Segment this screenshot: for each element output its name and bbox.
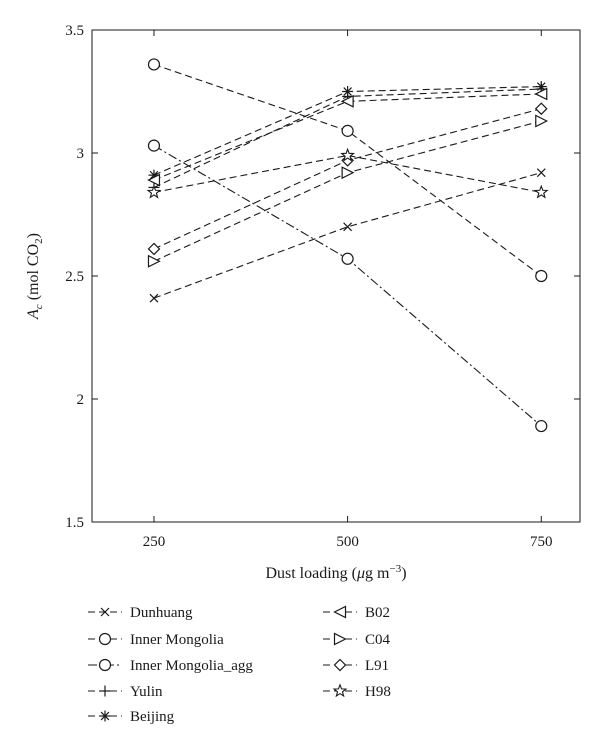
data-point <box>340 94 354 108</box>
series-h98 <box>146 147 549 199</box>
series-line <box>153 120 542 262</box>
legend-label: Dunhuang <box>130 605 193 621</box>
data-point <box>535 81 547 93</box>
data-point <box>340 147 356 162</box>
x-axis-label: Dust loading (μg m−3) <box>265 563 406 582</box>
y-tick-label: 2 <box>77 392 85 408</box>
data-point <box>535 114 549 128</box>
x-tick-label: 500 <box>336 534 359 550</box>
y-axis-label: Ac (mol CO2) <box>25 233 45 320</box>
data-point <box>535 419 548 433</box>
legend-item: Inner Mongolia_agg <box>88 658 253 674</box>
legend-label: Yulin <box>130 684 163 700</box>
legend-item: Inner Mongolia <box>88 632 224 648</box>
data-point <box>534 102 548 116</box>
data-point <box>533 184 549 199</box>
legend-marker <box>333 658 347 672</box>
x-tick-label: 250 <box>143 534 166 550</box>
y-tick-label: 1.5 <box>65 515 84 531</box>
y-tick-label: 3.5 <box>65 23 84 39</box>
legend-marker <box>100 607 110 617</box>
data-point <box>147 58 161 71</box>
data-point <box>146 184 162 199</box>
x-tick-label: 750 <box>530 534 553 550</box>
data-point <box>147 173 161 187</box>
legend-label: L91 <box>365 658 389 674</box>
legend-item: Beijing <box>88 709 175 725</box>
data-point <box>342 86 354 97</box>
legend-label: Inner Mongolia_agg <box>130 658 253 674</box>
plot-frame <box>91 29 581 523</box>
series-layer <box>146 58 549 433</box>
y-tick-label: 3 <box>77 146 85 162</box>
legend-item: C04 <box>323 632 391 648</box>
series-line <box>153 145 542 427</box>
legend-label: Inner Mongolia <box>130 632 224 648</box>
legend: Dunhuang Inner Mongolia Inner Mongolia_agg… <box>88 605 391 725</box>
series-b02 <box>147 87 548 187</box>
data-point <box>341 252 354 265</box>
data-point <box>534 87 548 101</box>
legend-marker <box>98 658 112 672</box>
data-point <box>341 124 354 137</box>
legend-marker <box>99 685 111 697</box>
data-point <box>341 166 355 180</box>
legend-marker <box>332 683 348 698</box>
data-point <box>149 293 159 303</box>
series-line <box>153 172 542 299</box>
legend-marker <box>333 632 347 646</box>
y-tick-label: 2.5 <box>65 269 84 285</box>
legend-item: Yulin <box>88 684 163 700</box>
series-dunhuang <box>149 168 546 303</box>
axis-ticks: 250 500 750 1.5 2 2.5 3 3.5 <box>65 23 580 550</box>
data-point <box>536 168 546 178</box>
series-inner-mongolia-agg <box>147 139 548 433</box>
legend-marker <box>333 605 347 619</box>
legend-label: C04 <box>365 632 391 648</box>
data-point <box>147 139 161 152</box>
legend-label: B02 <box>365 605 390 621</box>
legend-label: Beijing <box>130 709 175 725</box>
data-point <box>535 269 548 283</box>
legend-item: Dunhuang <box>88 605 193 621</box>
legend-item: B02 <box>323 605 390 621</box>
data-point <box>147 254 161 268</box>
legend-item: H98 <box>323 683 391 700</box>
legend-marker <box>99 710 111 722</box>
data-point <box>343 222 353 232</box>
series-c04 <box>147 114 549 268</box>
series-inner-mongolia <box>147 58 548 283</box>
legend-label: H98 <box>365 684 391 700</box>
legend-marker <box>98 632 112 646</box>
legend-item: L91 <box>323 658 389 674</box>
data-point <box>147 242 161 256</box>
